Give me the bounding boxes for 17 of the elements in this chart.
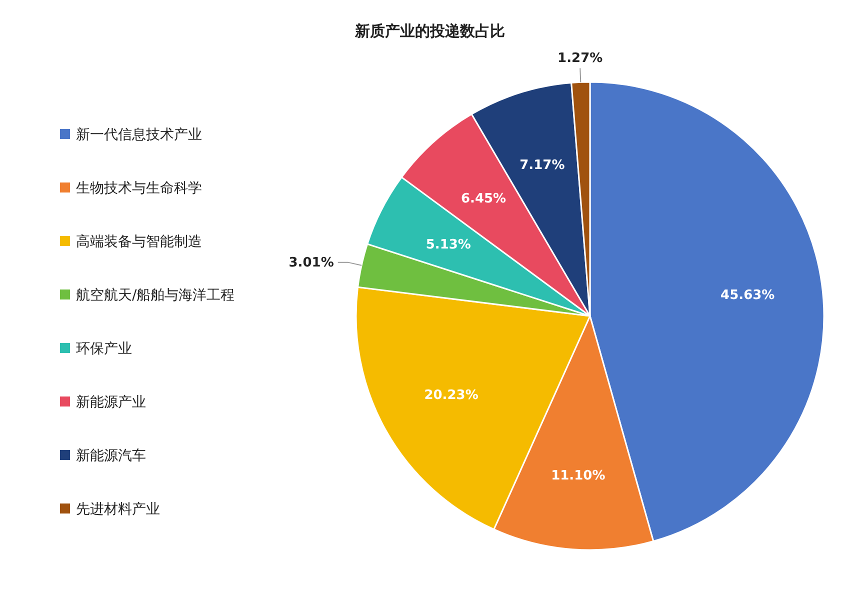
legend-label: 新能源产业	[76, 394, 146, 410]
data-label: 11.10%	[551, 468, 606, 484]
data-label: 45.63%	[720, 288, 775, 304]
chart-title: 新质产业的投递数占比	[354, 22, 505, 40]
data-label: 6.45%	[460, 192, 506, 207]
legend-label: 航空航天/船舶与海洋工程	[76, 288, 235, 304]
legend-label: 环保产业	[76, 341, 132, 357]
data-label: 3.01%	[288, 255, 334, 270]
legend-label: 高端装备与智能制造	[76, 234, 202, 250]
data-label: 1.27%	[558, 51, 603, 66]
data-label: 5.13%	[426, 237, 471, 252]
data-label: 20.23%	[424, 388, 478, 403]
legend-label: 生物技术与生命科学	[76, 180, 202, 196]
data-label: 7.17%	[520, 158, 565, 174]
legend-label: 先进材料产业	[76, 502, 160, 518]
legend-label: 新能源汽车	[76, 448, 146, 464]
legend-label: 新一代信息技术产业	[76, 127, 202, 143]
